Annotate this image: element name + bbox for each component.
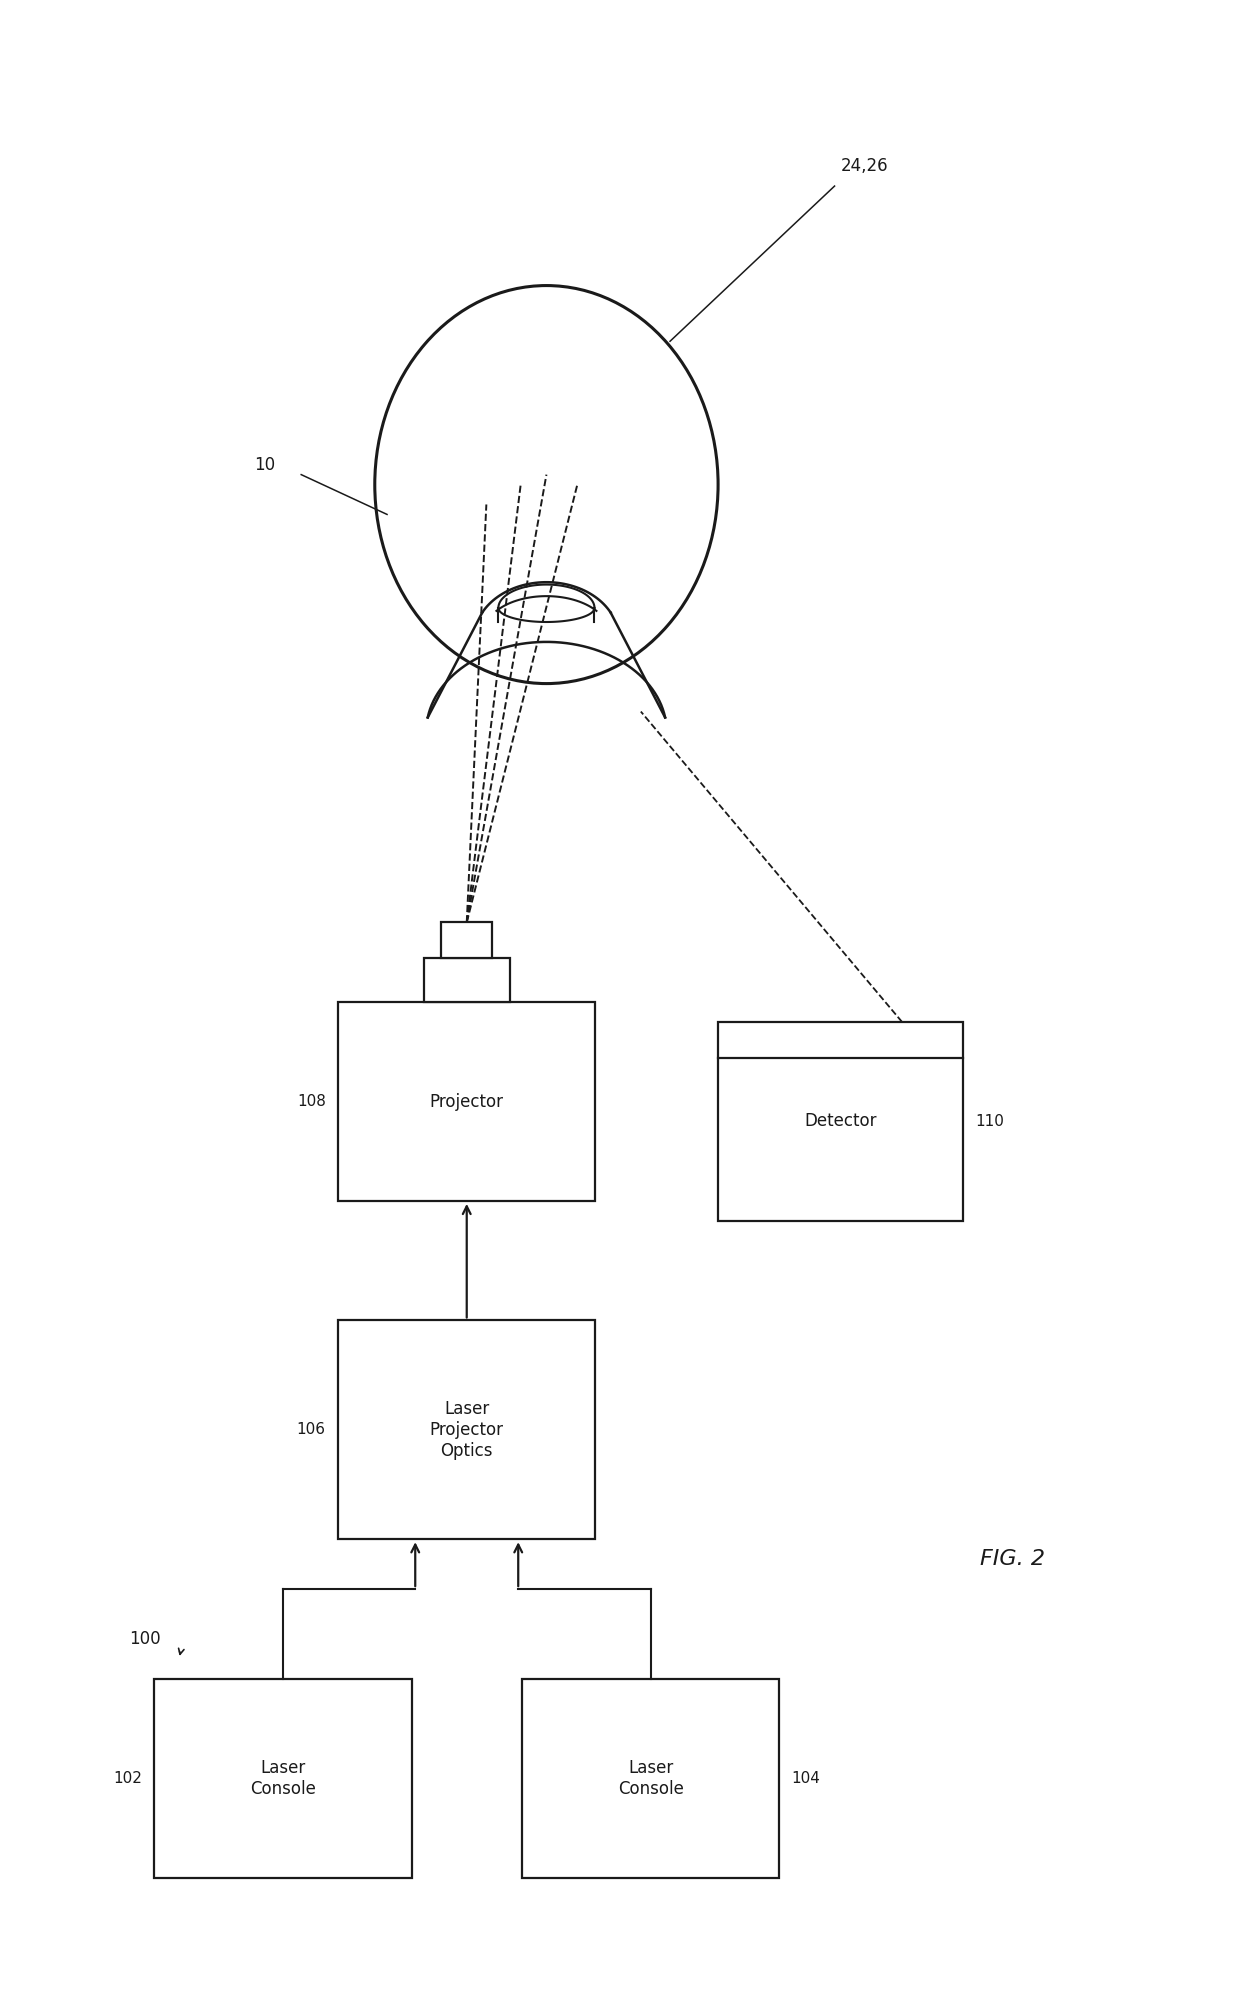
Text: 102: 102	[113, 1772, 141, 1786]
Bar	[441, 922, 492, 958]
Text: 104: 104	[791, 1772, 821, 1786]
Text: Projector: Projector	[430, 1092, 503, 1110]
Text: FIG. 2: FIG. 2	[980, 1549, 1045, 1569]
Bar	[154, 1679, 412, 1878]
Bar	[718, 1022, 963, 1220]
Text: 110: 110	[976, 1114, 1004, 1128]
Text: 108: 108	[296, 1094, 326, 1108]
Bar	[522, 1679, 780, 1878]
Text: Laser
Console: Laser Console	[250, 1760, 316, 1798]
Bar	[339, 1321, 595, 1539]
Text: Detector: Detector	[805, 1112, 877, 1130]
Bar	[424, 958, 510, 1002]
Text: Laser
Console: Laser Console	[618, 1760, 683, 1798]
Text: Laser
Projector
Optics: Laser Projector Optics	[430, 1401, 503, 1459]
Bar	[339, 1002, 595, 1200]
Text: 10: 10	[254, 455, 275, 473]
Text: 106: 106	[296, 1423, 326, 1437]
Text: 24,26: 24,26	[841, 156, 888, 174]
Text: 100: 100	[129, 1629, 161, 1647]
Ellipse shape	[374, 285, 718, 683]
